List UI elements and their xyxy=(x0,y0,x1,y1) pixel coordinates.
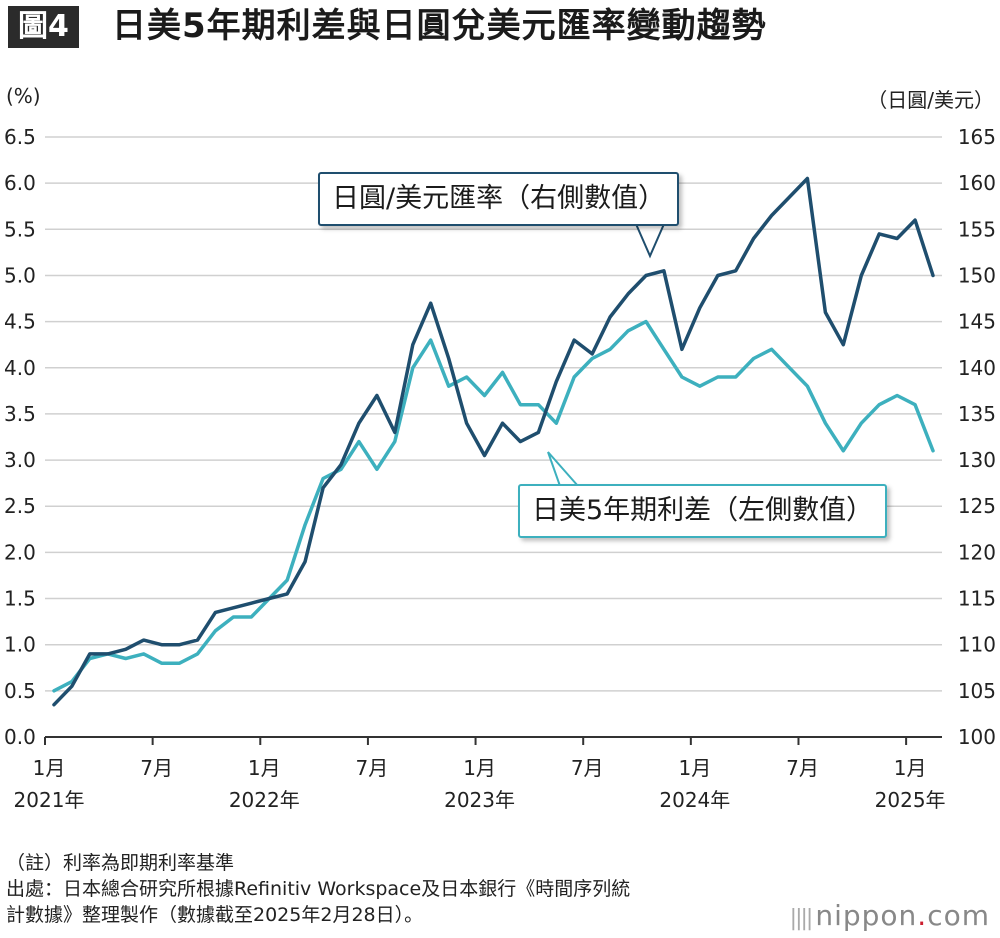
x-tick-year-label: 2023年 xyxy=(444,788,515,812)
note-line-1: （註）利率為即期利率基準 xyxy=(6,852,235,874)
y-left-tick-label: 3.5 xyxy=(4,402,36,426)
y-left-tick-label: 5.5 xyxy=(4,217,36,241)
spread-callout-pointer xyxy=(547,451,579,487)
x-tick-month-label: 1月 xyxy=(678,756,711,780)
y-right-tick-label: 140 xyxy=(958,356,996,380)
y-right-tick-label: 155 xyxy=(958,217,996,241)
figure-badge: 圖4 xyxy=(8,6,79,48)
y-left-tick-label: 2.0 xyxy=(4,540,36,564)
note-line-2: 出處：日本總合研究所根據Refinitiv Workspace及日本銀行《時間序… xyxy=(6,878,631,900)
fx-callout: 日圓/美元匯率（右側數值） xyxy=(318,172,680,226)
y-right-tick-label: 110 xyxy=(958,633,996,657)
x-tick-year-label: 2025年 xyxy=(875,788,946,812)
note-line-3: 計數據》整理製作（數據截至2025年2月28日）。 xyxy=(6,904,424,926)
x-tick-month-label: 1月 xyxy=(463,756,496,780)
y-right-tick-label: 150 xyxy=(958,263,996,287)
x-tick-year-label: 2022年 xyxy=(229,788,300,812)
spread-callout: 日美5年期利差（左側數值） xyxy=(518,484,888,538)
axis-ticks: 0.0 100 0.5 105 1.0 110 1.5 115 2.0 120 2.5 125 3.0 1… xyxy=(4,125,996,812)
x-tick-month-label: 1月 xyxy=(248,756,281,780)
x-tick-month-label: 7月 xyxy=(786,756,819,780)
y-right-tick-label: 135 xyxy=(958,402,996,426)
x-tick-month-label: 7月 xyxy=(140,756,173,780)
y-left-tick-label: 6.5 xyxy=(4,125,36,149)
y-left-tick-label: 6.0 xyxy=(4,171,36,195)
x-tick-month-label: 1月 xyxy=(33,756,66,780)
logo-bars-icon: |||| xyxy=(789,906,814,931)
footnotes: （註）利率為即期利率基準 出處：日本總合研究所根據Refinitiv Works… xyxy=(6,850,630,928)
x-tick-year-label: 2021年 xyxy=(14,788,85,812)
nippon-logo: |||| nippon.com xyxy=(789,899,990,932)
y-right-tick-label: 120 xyxy=(958,540,996,564)
y-right-tick-label: 125 xyxy=(958,494,996,518)
y-left-tick-label: 2.5 xyxy=(4,494,36,518)
fx-rate-line xyxy=(52,176,935,707)
rate-spread-line xyxy=(52,319,935,693)
x-tick-month-label: 7月 xyxy=(356,756,389,780)
y-left-tick-label: 0.0 xyxy=(4,725,36,749)
y-left-tick-label: 4.0 xyxy=(4,356,36,380)
y-left-tick-label: 4.5 xyxy=(4,310,36,334)
x-tick-month-label: 1月 xyxy=(894,756,927,780)
left-axis-unit: (%) xyxy=(6,84,41,108)
y-right-tick-label: 145 xyxy=(958,310,996,334)
y-right-tick-label: 165 xyxy=(958,125,996,149)
y-left-tick-label: 5.0 xyxy=(4,263,36,287)
series-lines xyxy=(52,176,935,707)
y-right-tick-label: 160 xyxy=(958,171,996,195)
y-left-tick-label: 1.5 xyxy=(4,587,36,611)
fx-callout-pointer xyxy=(635,223,665,259)
x-tick-month-label: 7月 xyxy=(571,756,604,780)
y-left-tick-label: 3.0 xyxy=(4,448,36,472)
chart-title: 日美5年期利差與日圓兌美元匯率變動趨勢 xyxy=(112,6,767,46)
x-tick-year-label: 2024年 xyxy=(659,788,730,812)
y-right-tick-label: 130 xyxy=(958,448,996,472)
y-right-tick-label: 105 xyxy=(958,679,996,703)
y-left-tick-label: 1.0 xyxy=(4,633,36,657)
y-right-tick-label: 115 xyxy=(958,587,996,611)
y-right-tick-label: 100 xyxy=(958,725,996,749)
right-axis-unit: （日圓/美元） xyxy=(867,88,994,112)
y-left-tick-label: 0.5 xyxy=(4,679,36,703)
